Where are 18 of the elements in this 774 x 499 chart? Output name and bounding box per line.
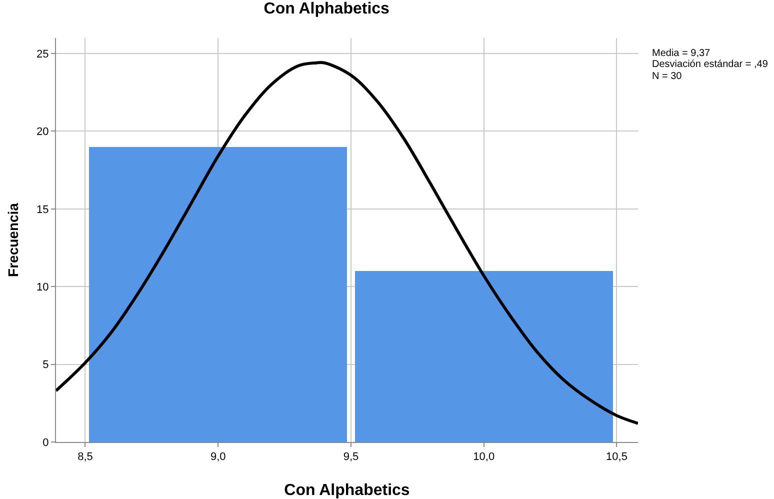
chart-title: Con Alphabetics (264, 0, 390, 18)
y-tick-label: 5 (42, 359, 49, 372)
text: Media = 9,37 (652, 48, 711, 59)
text: N = 30 (652, 71, 682, 82)
text: Desviación estándar = ,49 (652, 59, 768, 70)
x-tick-label: 8,5 (78, 451, 93, 464)
y-tick-label: 20 (36, 126, 49, 138)
x-tick-label: 9,0 (210, 451, 226, 464)
line-series (56, 61, 638, 425)
y-tick-label: 25 (36, 48, 49, 60)
x-tick-label: 10,5 (606, 451, 628, 464)
x-axis-title: Con Alphabetics (284, 482, 410, 499)
x-tick-label: 10,0 (473, 451, 495, 464)
x-tick-label: 9,5 (343, 451, 359, 464)
y-tick-label: 15 (36, 204, 49, 216)
y-tick-label: 0 (42, 436, 49, 449)
y-tick-label: 10 (36, 281, 49, 294)
y-axis-title: Frecuencia (5, 202, 22, 277)
